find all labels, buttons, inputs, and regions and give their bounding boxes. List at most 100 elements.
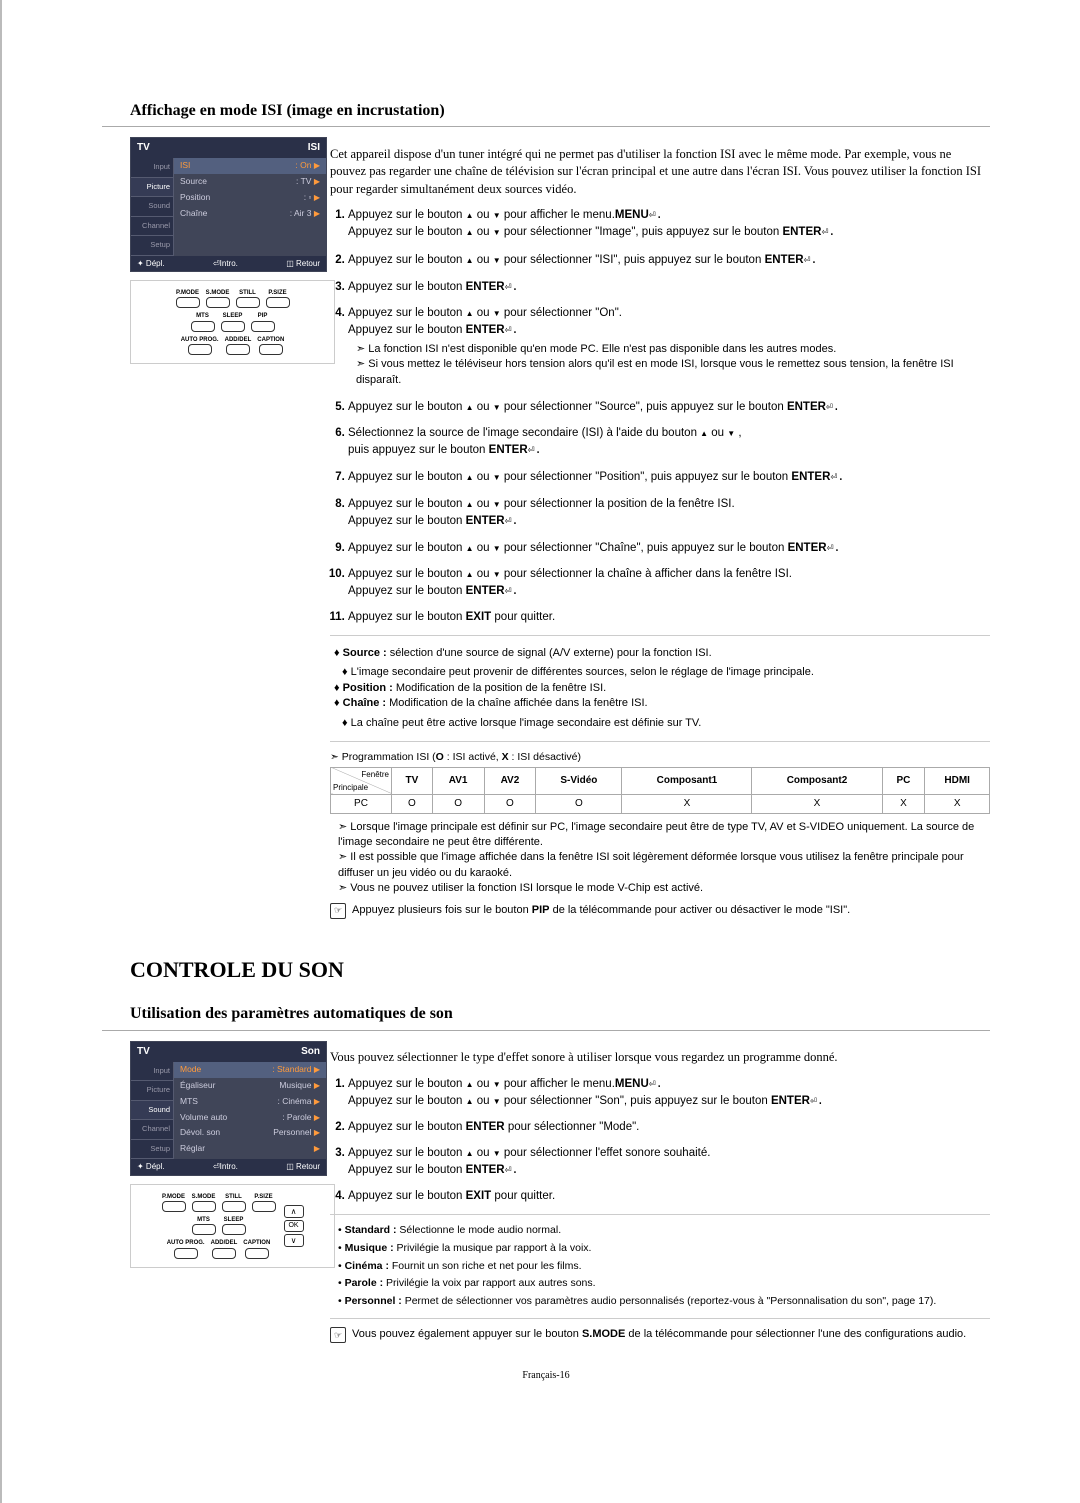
isi-cell: O xyxy=(484,794,536,813)
sound-mode-item: • Parole : Privilégie la voix par rappor… xyxy=(338,1276,986,1291)
remote-button-mts: MTS xyxy=(191,312,215,331)
remote-button-autoprog: AUTO PROG. xyxy=(167,1239,205,1258)
remote-button-sleep: SLEEP xyxy=(222,1216,246,1235)
isi-cell: O xyxy=(536,794,622,813)
remote-button-mts: MTS xyxy=(192,1216,216,1235)
hand-icon-2: ☞ xyxy=(330,1327,346,1343)
remote-button-pip: PIP xyxy=(251,312,275,331)
osd-side-item: Setup xyxy=(131,236,173,256)
osd2-enter: ⏎Intro. xyxy=(213,1161,238,1172)
step-item: Sélectionnez la source de l'image second… xyxy=(348,425,990,458)
osd-row: ISI: On ▶ xyxy=(174,158,326,174)
remote-button-psize: P.SIZE xyxy=(266,289,290,308)
isi-diag-top: Fenêtre xyxy=(361,769,389,780)
isi-cell: X xyxy=(925,794,990,813)
isi-cell: O xyxy=(392,794,433,813)
isi-diag-bot: Principale xyxy=(333,782,368,793)
step-item: Appuyez sur le bouton ENTER pour sélecti… xyxy=(348,1119,990,1135)
remote-button-caption: CAPTION xyxy=(243,1239,270,1258)
note-d1-label: Source : xyxy=(343,647,387,659)
osd2-move: ✦ Dépl. xyxy=(137,1161,165,1172)
osd-row: Réglar ▶ xyxy=(174,1141,326,1157)
step-item: Appuyez sur le bouton EXIT pour quitter. xyxy=(348,1188,990,1204)
note-d2-label: Position : xyxy=(343,682,393,694)
step-item: Appuyez sur le bouton ou pour sélectionn… xyxy=(348,496,990,529)
isi-col: HDMI xyxy=(925,767,990,794)
note-d1-text: sélection d'une source de signal (A/V ex… xyxy=(387,647,712,659)
remote-button-still: STILL xyxy=(222,1193,246,1212)
isi-table: Fenêtre Principale TVAV1AV2S-Vidéo Compos… xyxy=(330,767,990,814)
osd2-tv: TV xyxy=(137,1045,150,1059)
hand-icon: ☞ xyxy=(330,903,346,919)
isi-col: S-Vidéo xyxy=(536,767,622,794)
remote-1: P.MODES.MODESTILLP.SIZEMTSSLEEPPIPAUTO P… xyxy=(130,280,335,364)
section2-modes-box: • Standard : Sélectionne le mode audio n… xyxy=(330,1214,990,1318)
isi-cell: X xyxy=(622,794,752,813)
osd-row: Volume auto: Parole ▶ xyxy=(174,1110,326,1126)
osd-side-item: Channel xyxy=(131,217,173,237)
remote-button-adddel: ADD/DEL xyxy=(211,1239,238,1258)
osd-row: Chaîne: Air 3 ▶ xyxy=(174,206,326,222)
step-item: Appuyez sur le bouton ou pour sélectionn… xyxy=(348,305,990,388)
osd-row: Position: ▫ ▶ xyxy=(174,190,326,206)
section2-title: Utilisation des paramètres automatiques … xyxy=(102,1003,990,1030)
sound-mode-item: • Cinéma : Fournit un son riche et net p… xyxy=(338,1259,986,1274)
isi-caption: ➣ Programmation ISI (O : ISI activé, X :… xyxy=(330,750,990,765)
step-item: Appuyez sur le bouton ou pour sélectionn… xyxy=(348,539,990,556)
osd-side-item: Picture xyxy=(131,178,173,198)
remote-button-autoprog: AUTO PROG. xyxy=(181,336,219,355)
section1-title: Affichage en mode ISI (image en incrusta… xyxy=(102,100,990,127)
osd-row: MTS: Cinéma ▶ xyxy=(174,1094,326,1110)
osd-row: Dévol. son Personnel ▶ xyxy=(174,1125,326,1141)
post-note: Vous ne pouvez utiliser la fonction ISI … xyxy=(338,881,990,896)
section1-hand-note: ☞ Appuyez plusieurs fois sur le bouton P… xyxy=(330,903,990,919)
isi-col: Composant2 xyxy=(752,767,882,794)
isi-row-label: PC xyxy=(331,794,392,813)
remote-button-pmode: P.MODE xyxy=(162,1193,186,1212)
note-d3-label: Chaîne : xyxy=(343,697,386,709)
remote-button-sleep: SLEEP xyxy=(221,312,245,331)
remote-nav-pad: ∧ OK ∨ xyxy=(284,1205,304,1247)
osd-side-item: Sound xyxy=(131,197,173,217)
osd2-corner: Son xyxy=(301,1045,320,1059)
osd-move: ✦ Dépl. xyxy=(137,258,165,269)
remote-button-adddel: ADD/DEL xyxy=(225,336,252,355)
remote-button-smode: S.MODE xyxy=(192,1193,216,1212)
step-subnote: La fonction ISI n'est disponible qu'en m… xyxy=(356,342,990,357)
remote-button-psize: P.SIZE xyxy=(252,1193,276,1212)
step-item: Appuyez sur le bouton ou pour sélectionn… xyxy=(348,566,990,599)
isi-col: AV2 xyxy=(484,767,536,794)
isi-cell: X xyxy=(752,794,882,813)
step-item: Appuyez sur le bouton ENTER⏎. xyxy=(348,278,990,295)
osd-row: Source: TV ▶ xyxy=(174,174,326,190)
step-item: Appuyez sur le bouton ou pour sélectionn… xyxy=(348,1145,990,1178)
step-item: Appuyez sur le bouton EXIT pour quitter. xyxy=(348,609,990,625)
section1-intro: Cet appareil dispose d'un tuner intégré … xyxy=(330,146,990,199)
section1-notebox: Source : sélection d'une source de signa… xyxy=(330,635,990,742)
post-note: Il est possible que l'image affichée dan… xyxy=(338,850,990,881)
osd-row: Mode: Standard ▶ xyxy=(174,1062,326,1078)
osd-side-item: Setup xyxy=(131,1140,173,1160)
note-d1-sub: L'image secondaire peut provenir de diff… xyxy=(342,665,986,680)
sound-mode-item: • Musique : Privilégie la musique par ra… xyxy=(338,1241,986,1256)
note-d3-text: Modification de la chaîne affichée dans … xyxy=(386,697,648,709)
osd-enter: ⏎Intro. xyxy=(213,258,238,269)
section2-heading: CONTROLE DU SON xyxy=(102,955,990,986)
remote-2: P.MODE S.MODE STILL P.SIZE MTS SLEEP AUTO PROG… xyxy=(130,1184,335,1268)
osd-side-item: Input xyxy=(131,158,173,178)
osd-side-item: Input xyxy=(131,1062,173,1082)
note-d2-text: Modification de la position de la fenêtr… xyxy=(393,682,606,694)
remote-button-still: STILL xyxy=(236,289,260,308)
isi-col: AV1 xyxy=(432,767,484,794)
osd-row: Égaliseur Musique ▶ xyxy=(174,1078,326,1094)
step-item: Appuyez sur le bouton ou pour sélectionn… xyxy=(348,468,990,485)
osd-side-item: Sound xyxy=(131,1101,173,1121)
sound-mode-item: • Personnel : Permet de sélectionner vos… xyxy=(338,1294,986,1309)
section2-hand-note: ☞ Vous pouvez également appuyer sur le b… xyxy=(330,1327,990,1343)
isi-col: PC xyxy=(882,767,925,794)
osd-son: TV Son InputPictureSoundChannelSetup Mod… xyxy=(130,1041,327,1176)
isi-cell: O xyxy=(432,794,484,813)
sound-mode-item: • Standard : Sélectionne le mode audio n… xyxy=(338,1223,986,1238)
osd-side-item: Picture xyxy=(131,1081,173,1101)
isi-col: TV xyxy=(392,767,433,794)
